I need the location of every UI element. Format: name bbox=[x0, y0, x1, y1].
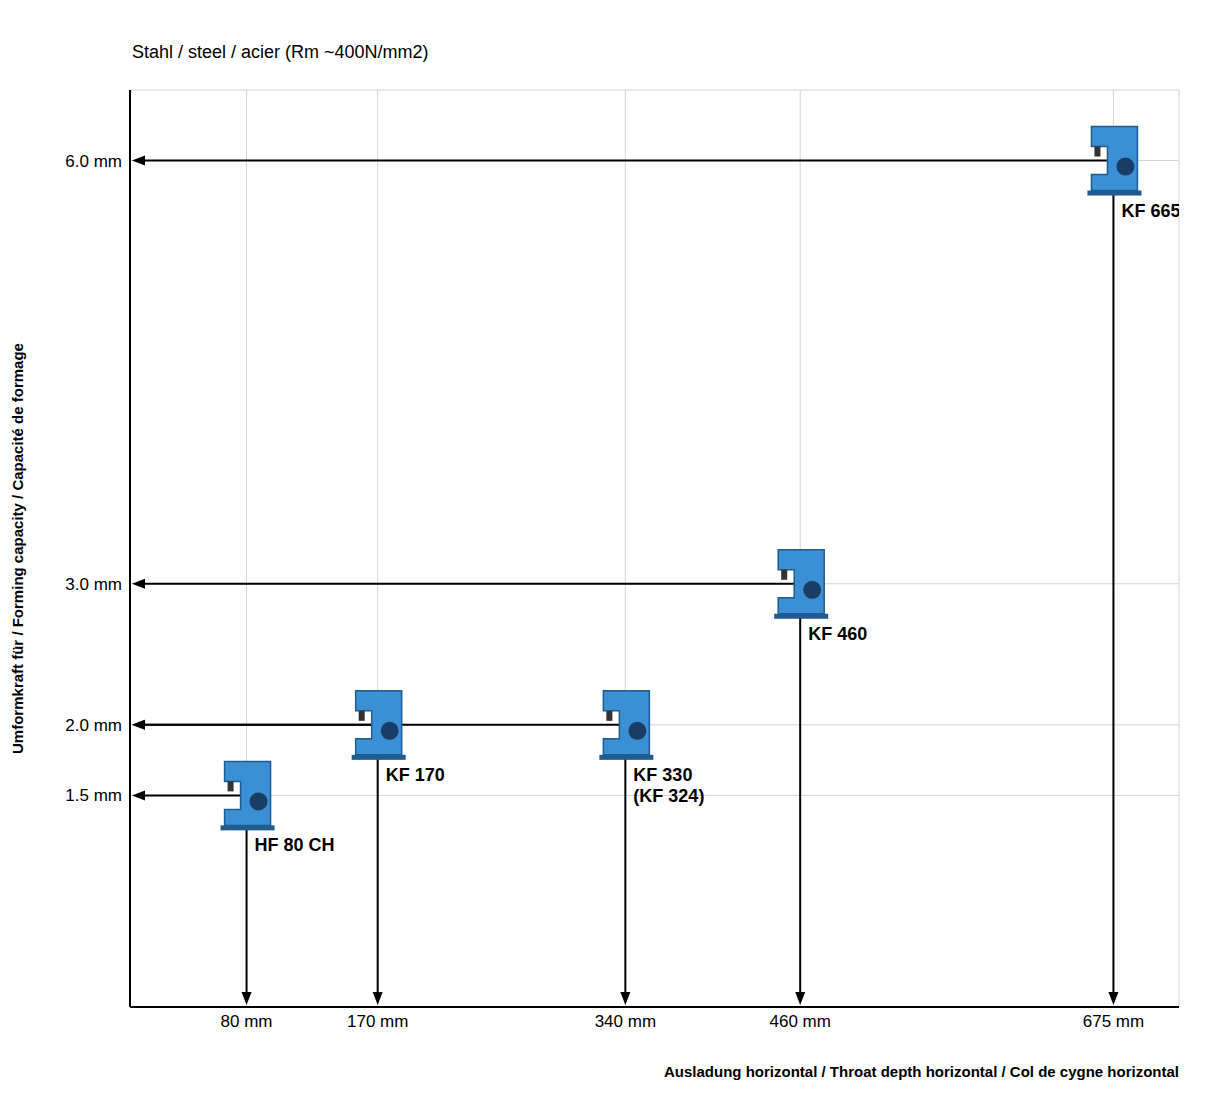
svg-text:HF 80 CH: HF 80 CH bbox=[255, 835, 335, 855]
svg-text:3.0 mm: 3.0 mm bbox=[65, 575, 122, 594]
svg-text:Umformkraft für / Forming capa: Umformkraft für / Forming capacity / Cap… bbox=[9, 343, 26, 754]
svg-text:1.5 mm: 1.5 mm bbox=[65, 786, 122, 805]
svg-text:KF 460: KF 460 bbox=[808, 624, 867, 644]
svg-text:80 mm: 80 mm bbox=[221, 1012, 273, 1031]
svg-text:340 mm: 340 mm bbox=[595, 1012, 656, 1031]
svg-text:(KF 324): (KF 324) bbox=[633, 786, 704, 806]
svg-text:KF 330: KF 330 bbox=[633, 765, 692, 785]
svg-text:6.0 mm: 6.0 mm bbox=[65, 152, 122, 171]
svg-text:170 mm: 170 mm bbox=[347, 1012, 408, 1031]
html-text:Stahl / steel / acier (Rm ~400: Stahl / steel / acier (Rm ~400N/mm2) bbox=[132, 42, 429, 62]
svg-text:KF 170: KF 170 bbox=[386, 765, 445, 785]
svg-text:2.0 mm: 2.0 mm bbox=[65, 716, 122, 735]
svg-text:Ausladung horizontal / Throat: Ausladung horizontal / Throat depth hori… bbox=[664, 1063, 1179, 1080]
svg-text:460 mm: 460 mm bbox=[769, 1012, 830, 1031]
svg-text:675 mm: 675 mm bbox=[1083, 1012, 1144, 1031]
svg-text:KF 665: KF 665 bbox=[1121, 201, 1179, 221]
